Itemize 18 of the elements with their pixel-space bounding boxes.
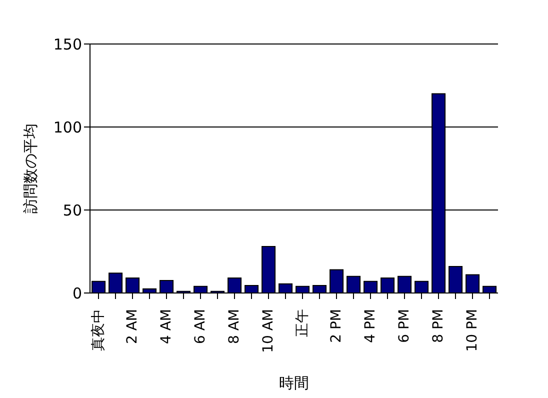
- y-axis-title: 訪問数の平均: [21, 124, 40, 214]
- x-tick-label: 4 PM: [362, 309, 378, 343]
- x-axis-title: 時間: [279, 374, 309, 392]
- x-tick-label: 10 AM: [260, 309, 276, 353]
- x-tick-label: 8 AM: [226, 309, 242, 344]
- x-tick-label: 2 AM: [124, 309, 140, 344]
- y-tick-label: 150: [53, 35, 82, 54]
- y-tick-label: 100: [53, 118, 82, 136]
- x-tick-label: 正午: [294, 309, 310, 337]
- x-tick-label: 6 PM: [396, 309, 412, 343]
- x-tick-label: 2 PM: [328, 309, 344, 343]
- y-tick-label: 0: [72, 284, 82, 302]
- x-tick-label: 真夜中: [90, 309, 106, 351]
- x-tick-label: 6 AM: [192, 309, 208, 344]
- x-tick-label: 8 PM: [430, 309, 446, 343]
- y-tick-label: 50: [62, 201, 82, 220]
- x-tick-label: 10 PM: [464, 309, 480, 352]
- x-tick-label: 4 AM: [158, 309, 174, 344]
